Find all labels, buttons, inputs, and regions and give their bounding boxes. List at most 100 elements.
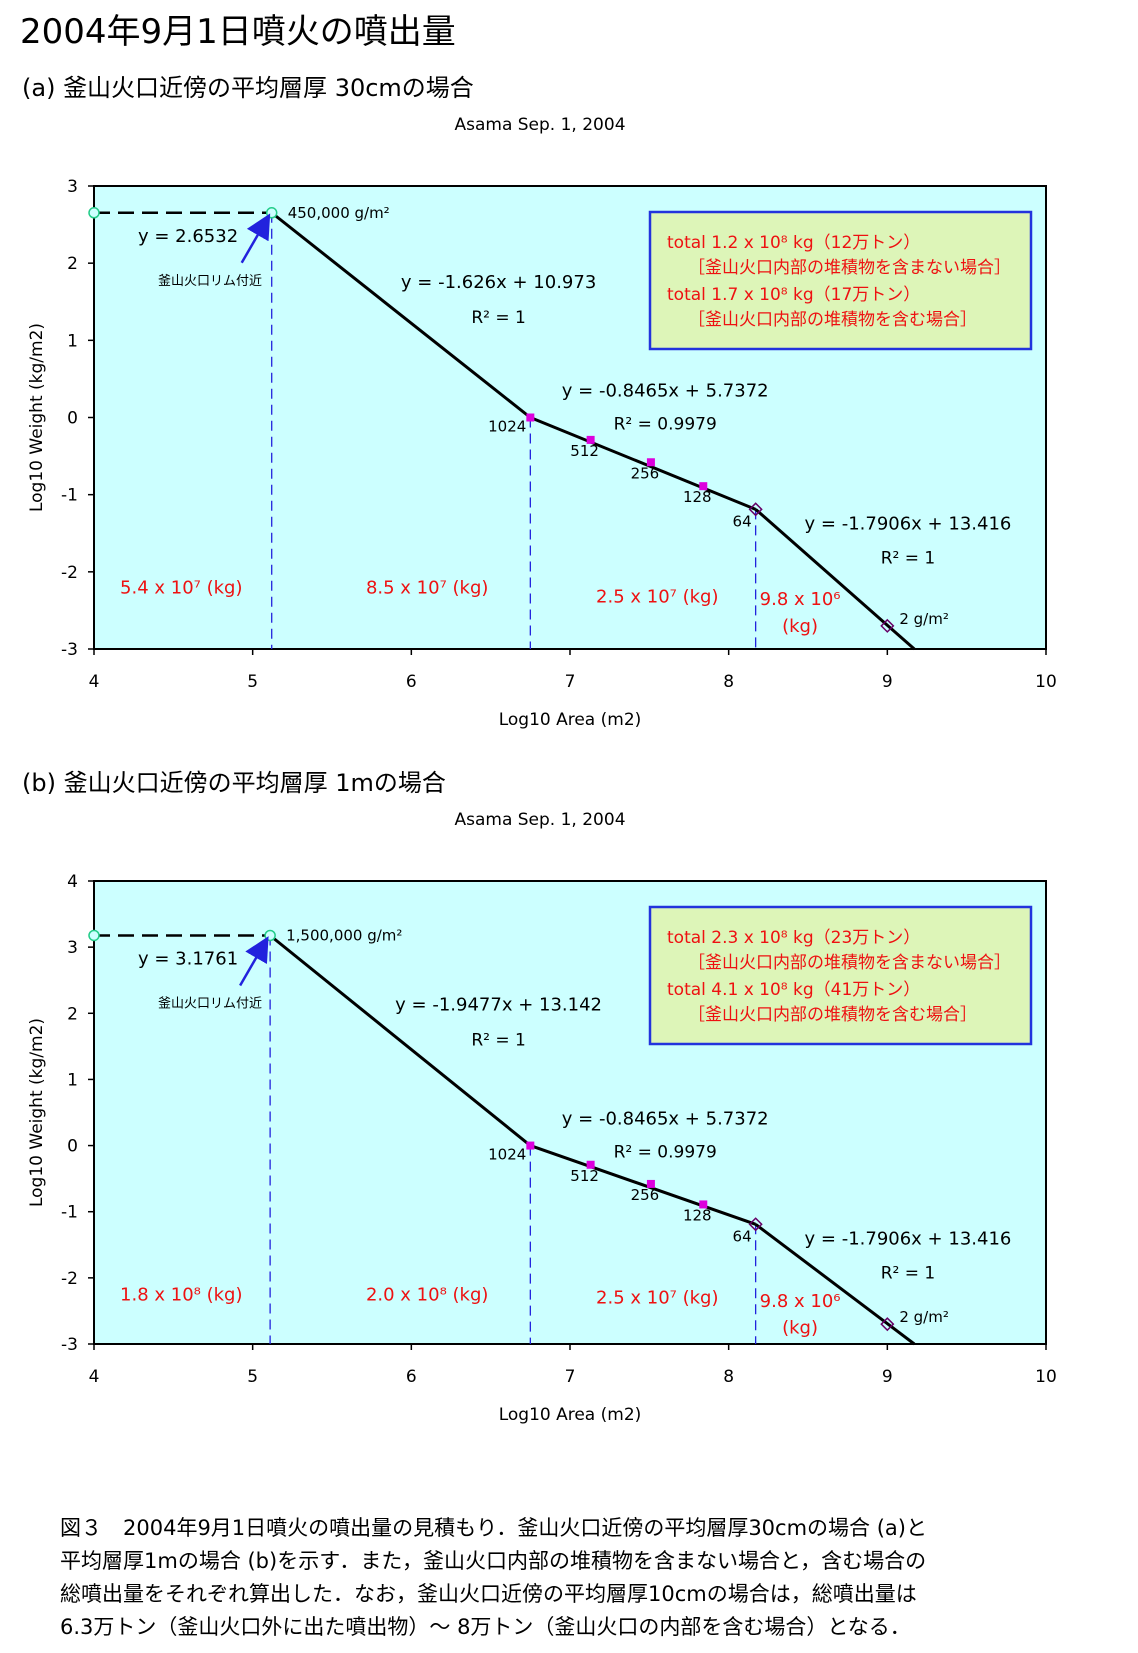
rim-arrow-label: 釜山火口リム付近 bbox=[158, 274, 262, 289]
totals-text: total 1.7 x 10⁸ kg（17万トン） bbox=[667, 285, 920, 305]
y-tick-label: -3 bbox=[61, 1335, 78, 1355]
totals-text: ［釜山火口内部の堆積物を含まない場合］ bbox=[688, 258, 1011, 278]
figure-caption: 図３ 2004年9月1日噴火の噴出量の見積もり．釜山火口近傍の平均層厚30cmの… bbox=[60, 1512, 1120, 1644]
panel-b-heading: (b) 釜山火口近傍の平均層厚 1mの場合 bbox=[22, 769, 446, 797]
r-squared-label: R² = 1 bbox=[881, 548, 936, 568]
y-tick-label: 1 bbox=[67, 1070, 78, 1090]
rim-point-label: 450,000 g/m² bbox=[288, 204, 390, 222]
data-point-marker bbox=[748, 502, 763, 517]
caption-line: 6.3万トン（釜山火口外に出た噴出物）～ 8万トン（釜山火口の内部を含む場合）と… bbox=[60, 1615, 911, 1639]
volume-label: 2.5 x 10⁷ (kg) bbox=[596, 1288, 718, 1309]
y-tick-label: 2 bbox=[67, 254, 78, 274]
totals-text: ［釜山火口内部の堆積物を含む場合］ bbox=[688, 310, 977, 330]
y-tick-label: 3 bbox=[67, 177, 78, 197]
fit-equation-label: y = -1.7906x + 13.416 bbox=[805, 513, 1012, 534]
data-point-label: 2 g/m² bbox=[899, 1308, 949, 1326]
data-point-label: 64 bbox=[733, 512, 752, 530]
x-axis-label: Log10 Area (m2) bbox=[499, 1405, 642, 1425]
rim-point-marker bbox=[88, 207, 100, 219]
fit-segment-line bbox=[754, 1223, 916, 1346]
r-squared-label: R² = 1 bbox=[471, 308, 526, 328]
page-title: 2004年9月1日噴火の噴出量 bbox=[20, 12, 456, 52]
x-tick-label: 6 bbox=[406, 672, 417, 692]
rim-arrow bbox=[239, 936, 269, 987]
r-squared-label: R² = 1 bbox=[471, 1030, 526, 1050]
volume-label: 9.8 x 10⁶ bbox=[760, 589, 841, 610]
data-point-label: 1024 bbox=[488, 418, 526, 436]
data-point-marker bbox=[646, 1179, 655, 1188]
data-point-label: 128 bbox=[683, 488, 712, 506]
fit-equation-label: y = -1.626x + 10.973 bbox=[401, 272, 596, 293]
data-point-label: 2 g/m² bbox=[899, 610, 949, 628]
x-tick-label: 9 bbox=[882, 672, 893, 692]
totals-box bbox=[648, 210, 1033, 351]
rim-point-marker bbox=[88, 929, 100, 942]
y-tick-label: -2 bbox=[61, 1269, 78, 1289]
data-point-marker bbox=[586, 1160, 595, 1169]
data-point-marker bbox=[748, 1217, 763, 1232]
caption-line: 総噴出量をそれぞれ算出した．なお，釜山火口近傍の平均層厚10cmの場合は，総噴出… bbox=[60, 1582, 917, 1606]
y-tick-label: -2 bbox=[61, 563, 78, 583]
r-squared-label: R² = 0.9979 bbox=[614, 415, 717, 435]
fit-segment-line bbox=[529, 1144, 757, 1226]
r-squared-label: R² = 0.9979 bbox=[614, 1143, 717, 1163]
data-point-marker bbox=[880, 618, 895, 633]
totals-text: total 4.1 x 10⁸ kg（41万トン） bbox=[667, 980, 920, 1000]
rim-point-marker bbox=[265, 207, 278, 219]
caption-line: 平均層厚1mの場合 (b)を示す．また，釜山火口内部の堆積物を含まない場合と，含… bbox=[60, 1549, 927, 1573]
rim-arrow-label: 釜山火口リム付近 bbox=[158, 996, 262, 1011]
y-tick-label: -1 bbox=[61, 1203, 78, 1223]
panel-a-heading: (a) 釜山火口近傍の平均層厚 30cmの場合 bbox=[22, 74, 474, 102]
rim-point-label: 1,500,000 g/m² bbox=[286, 926, 402, 944]
volume-label: 5.4 x 10⁷ (kg) bbox=[120, 577, 242, 598]
chart-title: Asama Sep. 1, 2004 bbox=[454, 115, 625, 135]
x-tick-label: 10 bbox=[1035, 672, 1057, 692]
fit-segment-line bbox=[754, 508, 916, 651]
x-tick-label: 4 bbox=[89, 1367, 100, 1387]
rim-point-marker bbox=[264, 929, 276, 942]
x-tick-label: 5 bbox=[247, 672, 258, 692]
totals-text: ［釜山火口内部の堆積物を含む場合］ bbox=[688, 1005, 977, 1025]
volume-label: (kg) bbox=[782, 1317, 818, 1338]
fit-segment-line bbox=[270, 211, 532, 419]
x-tick-label: 8 bbox=[723, 672, 734, 692]
fit-segment-line bbox=[269, 934, 532, 1147]
x-tick-label: 6 bbox=[406, 1367, 417, 1387]
totals-box bbox=[648, 905, 1033, 1046]
y-tick-label: 2 bbox=[67, 1004, 78, 1024]
volume-label: (kg) bbox=[782, 616, 818, 637]
y-tick-label: 4 bbox=[67, 872, 78, 892]
totals-text: ［釜山火口内部の堆積物を含まない場合］ bbox=[688, 953, 1011, 973]
y-tick-label: -3 bbox=[61, 640, 78, 660]
volume-label: 8.5 x 10⁷ (kg) bbox=[366, 577, 488, 598]
y-axis-label: Log10 Weight (kg/m2) bbox=[27, 323, 47, 512]
x-tick-label: 9 bbox=[882, 1367, 893, 1387]
data-point-marker bbox=[526, 413, 535, 422]
data-point-marker bbox=[699, 1200, 708, 1209]
volume-label: 2.0 x 10⁸ (kg) bbox=[366, 1284, 488, 1305]
data-point-marker bbox=[586, 435, 595, 444]
data-point-label: 256 bbox=[631, 464, 660, 482]
volume-label: 1.8 x 10⁸ (kg) bbox=[120, 1284, 242, 1305]
x-tick-label: 10 bbox=[1035, 1367, 1057, 1387]
y-tick-label: 3 bbox=[67, 938, 78, 958]
totals-text: total 1.2 x 10⁸ kg（12万トン） bbox=[667, 233, 920, 253]
data-point-label: 128 bbox=[683, 1206, 712, 1224]
r-squared-label: R² = 1 bbox=[881, 1263, 936, 1283]
horizontal-fit-label: y = 2.6532 bbox=[138, 226, 238, 247]
y-tick-label: -1 bbox=[61, 486, 78, 506]
fit-equation-label: y = -1.9477x + 13.142 bbox=[395, 994, 602, 1015]
x-tick-label: 7 bbox=[565, 672, 576, 692]
fit-equation-label: y = -0.8465x + 5.7372 bbox=[562, 381, 769, 402]
fit-equation-label: y = -0.8465x + 5.7372 bbox=[562, 1109, 769, 1130]
y-axis-label: Log10 Weight (kg/m2) bbox=[27, 1018, 47, 1207]
data-point-marker bbox=[880, 1317, 895, 1332]
fit-equation-label: y = -1.7906x + 13.416 bbox=[805, 1228, 1012, 1249]
data-point-label: 512 bbox=[570, 442, 599, 460]
data-point-marker bbox=[646, 458, 655, 467]
totals-text: total 2.3 x 10⁸ kg（23万トン） bbox=[667, 928, 920, 948]
fit-segment-line bbox=[529, 416, 757, 511]
x-tick-label: 8 bbox=[723, 1367, 734, 1387]
